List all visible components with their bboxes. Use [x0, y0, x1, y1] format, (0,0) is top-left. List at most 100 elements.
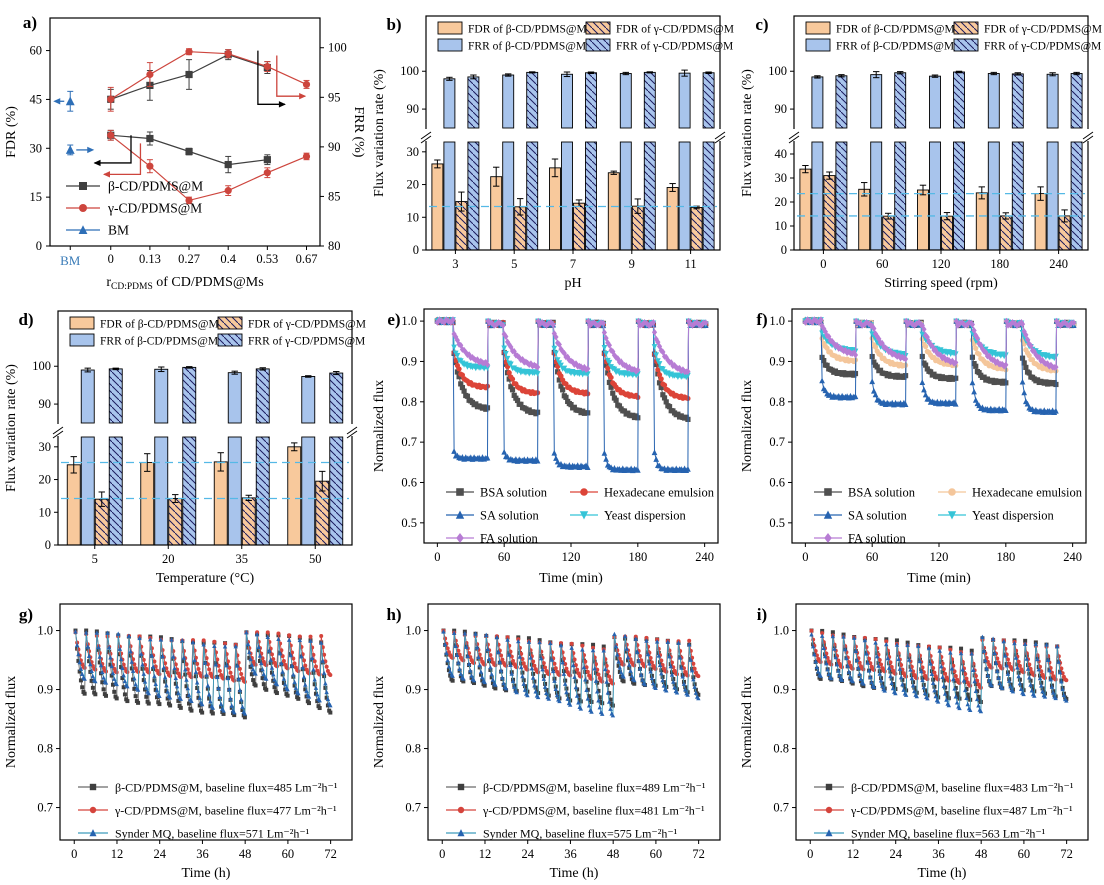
gamma-marker	[1059, 666, 1064, 671]
arrowhead	[53, 98, 61, 105]
synder-marker	[909, 675, 915, 681]
beta-marker	[82, 691, 87, 696]
gamma-marker	[546, 672, 551, 677]
gamma-marker	[541, 661, 546, 666]
synder-marker	[829, 675, 834, 681]
beta-marker	[110, 682, 115, 687]
synder-marker	[161, 665, 167, 670]
legend-label: Hexadecane emulsion	[604, 486, 715, 500]
yeast-marker	[454, 352, 461, 359]
fa-marker	[578, 363, 584, 371]
legend-label: γ-CD/PDMS@M	[107, 201, 202, 216]
beta-marker	[76, 658, 81, 663]
yeast-marker	[504, 355, 511, 362]
fa-marker	[606, 341, 613, 349]
beta-marker	[285, 693, 290, 698]
beta-marker	[176, 698, 181, 703]
x-tick-label: 240	[1049, 257, 1068, 271]
synder-marker	[237, 687, 243, 693]
synder-marker	[595, 689, 600, 694]
synder-marker	[186, 692, 192, 697]
synder-marker	[683, 687, 688, 692]
synder-marker	[1032, 693, 1037, 698]
beta-marker	[133, 694, 138, 699]
synder-marker	[260, 666, 265, 672]
bsa-marker	[563, 394, 569, 400]
synder-marker	[650, 680, 656, 686]
beta-marker	[100, 680, 105, 685]
sa-marker	[484, 454, 491, 461]
synder-marker	[1021, 691, 1026, 697]
synder-marker	[541, 676, 547, 681]
y-tick-label: 20	[39, 473, 52, 487]
frr-beta-bar	[154, 368, 169, 424]
beta-marker	[672, 682, 677, 687]
legend-marker	[825, 783, 833, 791]
beta-marker	[261, 682, 266, 687]
synder-marker	[985, 672, 991, 678]
synder-marker	[85, 644, 91, 649]
sa-marker	[922, 391, 929, 398]
synder-marker	[178, 696, 183, 701]
bsa-marker	[558, 383, 564, 389]
arrowhead	[278, 101, 286, 108]
gamma-marker	[324, 664, 329, 669]
synder-marker	[288, 652, 293, 658]
frr-gamma-marker	[224, 50, 232, 58]
synder-marker	[544, 690, 549, 696]
x-axis-title: Temperature (°C)	[156, 571, 255, 586]
error-bar	[186, 366, 193, 369]
synder-marker	[176, 690, 181, 695]
fa-marker	[680, 366, 686, 373]
fa-marker	[1003, 317, 1010, 325]
synder-marker	[676, 640, 681, 645]
frr-gamma-bar	[1011, 141, 1024, 251]
synder-marker	[286, 637, 292, 642]
beta-marker	[296, 696, 301, 701]
beta-marker	[173, 681, 178, 686]
synder-marker	[612, 631, 617, 637]
frr-beta-bar	[678, 141, 691, 251]
gamma-marker	[882, 669, 887, 674]
synder-marker	[146, 690, 151, 696]
error-bar	[84, 367, 91, 373]
synder-marker	[229, 703, 234, 708]
synder-marker	[192, 657, 197, 663]
frr-gamma-bar	[643, 71, 656, 129]
bsa-marker	[877, 367, 884, 373]
synder-marker	[94, 630, 100, 635]
synder-marker	[100, 669, 105, 675]
gamma-marker	[877, 658, 882, 663]
synder-marker	[520, 673, 525, 679]
yeast-marker	[484, 365, 491, 372]
bsa-marker	[660, 392, 666, 398]
synder-marker	[944, 697, 949, 702]
synder-marker	[105, 630, 110, 635]
legend-label: SA solution	[848, 509, 907, 523]
gamma-marker	[692, 666, 697, 671]
synder-marker	[940, 674, 945, 679]
synder-marker	[233, 644, 238, 649]
synder-marker	[993, 660, 999, 665]
beta-marker	[627, 665, 632, 670]
bsa-marker	[653, 361, 659, 368]
hexadecane-marker	[608, 374, 614, 381]
beta-marker	[78, 678, 83, 683]
bsa-marker	[1023, 364, 1029, 371]
fa-marker	[653, 335, 659, 343]
x-tick-label: 48	[975, 847, 988, 861]
synder-marker	[905, 642, 910, 648]
gamma-marker	[525, 667, 530, 672]
gamma-marker	[228, 670, 233, 675]
beta-marker	[207, 696, 212, 701]
synder-marker	[269, 665, 275, 670]
synder-marker	[661, 683, 667, 688]
gamma-marker	[264, 663, 269, 668]
fa-marker	[686, 317, 692, 325]
y-tick-label: 0	[45, 538, 51, 552]
synder-marker	[272, 677, 277, 682]
y-tick-label: 100	[32, 359, 51, 373]
synder-marker	[225, 675, 231, 681]
fa-marker	[660, 348, 666, 356]
yeast-marker	[558, 362, 564, 369]
